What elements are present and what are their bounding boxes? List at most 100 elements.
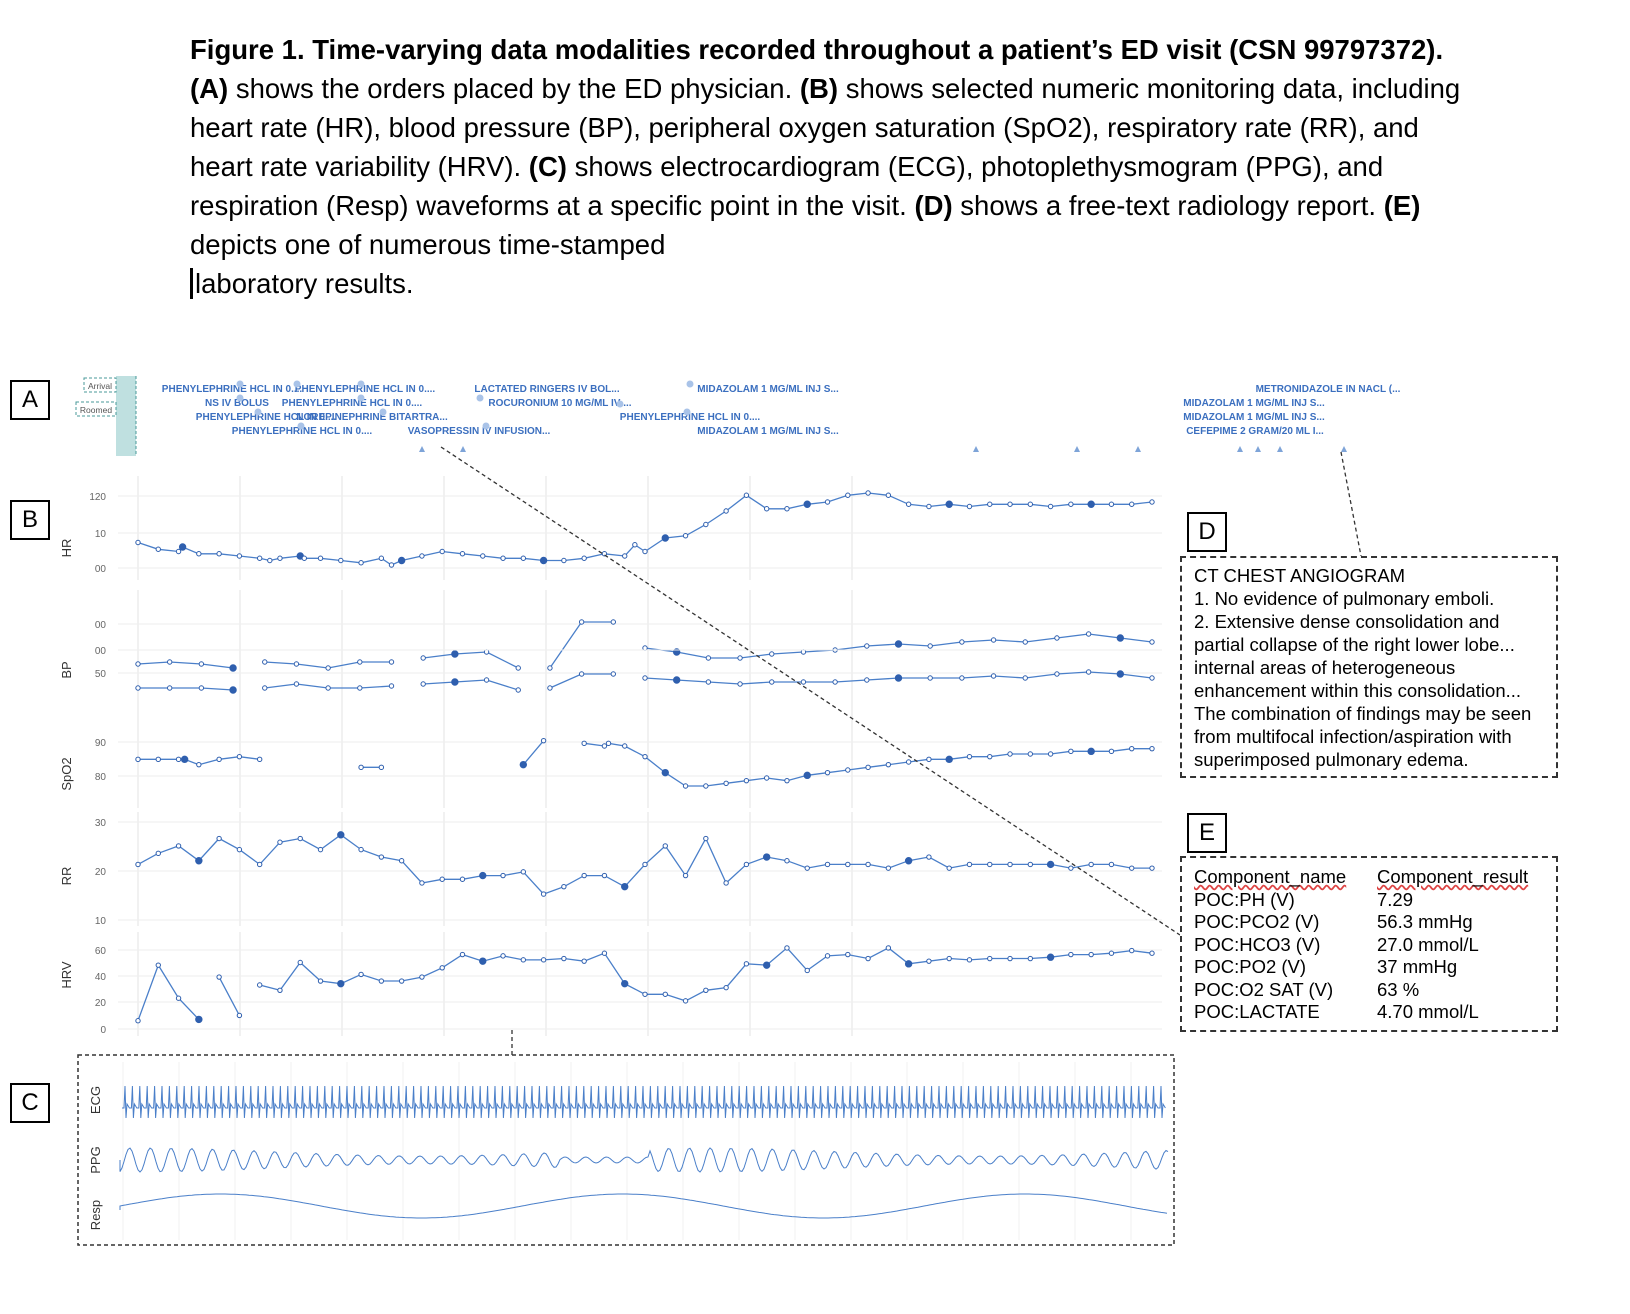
tick-label: 30 [95, 818, 107, 829]
data-point [515, 687, 521, 693]
data-point [1149, 865, 1155, 871]
data-point [987, 753, 993, 760]
waveform-box [77, 1054, 1175, 1246]
caption-b-text: shows selected numeric monitoring data, … [190, 73, 1461, 182]
data-point [262, 659, 268, 665]
lab-result: 7.29 [1377, 888, 1414, 910]
lab-result: 37 mmHg [1377, 956, 1458, 977]
data-point [865, 861, 871, 868]
order-marker [686, 380, 694, 388]
data-point [1088, 861, 1094, 868]
data-point [459, 551, 466, 557]
data-point [262, 685, 268, 691]
data-point [800, 679, 807, 685]
data-point [1108, 501, 1115, 507]
data-point [784, 777, 790, 784]
lab-name: POC:LACTATE [1194, 1001, 1320, 1022]
order-marker [357, 394, 365, 402]
panel-label-e: E [1187, 813, 1227, 853]
data-point [959, 639, 965, 645]
data-point [267, 557, 273, 564]
caption-e-text: depicts one of numerous time-stamped [190, 229, 666, 260]
data-point [135, 756, 141, 763]
data-point [479, 957, 487, 965]
caption-a-text: shows the orders placed by the ED physic… [235, 73, 793, 104]
tick-label: 60 [95, 946, 107, 957]
data-point [1027, 861, 1034, 868]
data-point [987, 955, 993, 962]
data-point [1108, 950, 1115, 956]
data-point [1116, 670, 1125, 678]
lab-name: POC:O2 SAT (V) [1194, 978, 1334, 1000]
tick-label: 00 [95, 564, 107, 575]
caption-e-label: (E) [1383, 190, 1421, 221]
lab-row: POC:PCO2 (V) 56.3 mmHg [1194, 911, 1528, 934]
data-point [946, 865, 952, 871]
data-point [293, 661, 300, 667]
data-point [378, 978, 385, 984]
data-point [357, 659, 363, 665]
data-point [519, 760, 528, 769]
tick-label: 50 [95, 669, 107, 680]
data-point [135, 685, 141, 691]
data-point [1007, 955, 1013, 962]
data-point [1108, 861, 1115, 868]
data-point [743, 861, 750, 868]
radiology-line: from multifocal infection/aspiration wit… [1194, 726, 1512, 747]
data-point [622, 743, 628, 749]
data-point [824, 861, 831, 868]
data-point [175, 843, 182, 849]
data-point [737, 681, 743, 687]
data-point [762, 961, 771, 969]
data-point [337, 831, 345, 839]
order-marker [357, 380, 365, 388]
data-point [175, 756, 182, 763]
data-point [723, 880, 729, 886]
order-marker [297, 422, 305, 430]
data-point [540, 957, 547, 963]
data-point [419, 974, 425, 980]
data-point [945, 500, 953, 508]
data-point [397, 556, 406, 565]
data-point [540, 737, 547, 744]
lab-row: POC:PO2 (V) 37 mmHg [1194, 956, 1528, 979]
order-marker [616, 400, 624, 408]
data-point [166, 685, 173, 691]
series-line [138, 671, 1153, 691]
order-marker [476, 394, 484, 402]
arrival-box [83, 377, 117, 393]
data-point [388, 562, 395, 568]
connector-to-labs [440, 446, 1181, 936]
axis-label: HR [59, 539, 74, 558]
data-point [682, 783, 689, 789]
data-point [236, 553, 243, 559]
data-point [195, 1015, 203, 1024]
data-point [926, 756, 932, 763]
waveform-label: ECG [88, 1086, 103, 1114]
data-point [135, 861, 141, 868]
data-point [297, 959, 303, 966]
data-point [216, 756, 222, 763]
data-point [703, 987, 709, 993]
data-point [642, 753, 648, 760]
data-point [256, 756, 263, 763]
data-point [905, 759, 912, 765]
data-point [845, 861, 851, 868]
data-point [682, 998, 689, 1004]
data-point [864, 677, 870, 683]
data-point [769, 651, 775, 657]
data-point [135, 539, 141, 546]
data-point [1007, 501, 1013, 507]
data-point [358, 846, 364, 853]
data-point [515, 665, 521, 671]
data-point [966, 957, 973, 963]
caption-d-text: shows a free-text radiology report. [960, 190, 1377, 221]
lab-result: 63 % [1377, 978, 1420, 1000]
data-point [945, 755, 953, 764]
data-point [926, 854, 932, 860]
lab-results-table: Component_name Component_result POC:PH (… [1194, 866, 1528, 1024]
data-point [763, 506, 770, 512]
data-point [723, 984, 729, 991]
data-point [743, 492, 750, 498]
data-point [236, 753, 243, 760]
